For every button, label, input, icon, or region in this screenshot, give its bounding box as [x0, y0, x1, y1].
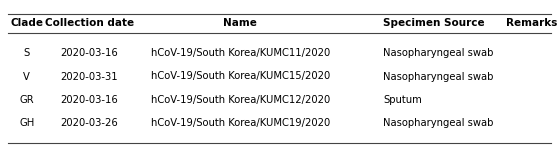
- Text: Nasopharyngeal swab: Nasopharyngeal swab: [383, 118, 493, 128]
- Text: V: V: [23, 72, 30, 81]
- Text: hCoV-19/South Korea/KUMC19/2020: hCoV-19/South Korea/KUMC19/2020: [151, 118, 330, 128]
- Text: 2020-03-16: 2020-03-16: [60, 48, 119, 58]
- Text: 2020-03-31: 2020-03-31: [60, 72, 119, 81]
- Text: GR: GR: [20, 95, 34, 105]
- Text: hCoV-19/South Korea/KUMC15/2020: hCoV-19/South Korea/KUMC15/2020: [151, 72, 330, 81]
- Text: 2020-03-16: 2020-03-16: [60, 95, 119, 105]
- Text: Specimen Source: Specimen Source: [383, 18, 485, 28]
- Text: 2020-03-26: 2020-03-26: [60, 118, 119, 128]
- Text: Collection date: Collection date: [45, 18, 134, 28]
- Text: hCoV-19/South Korea/KUMC12/2020: hCoV-19/South Korea/KUMC12/2020: [151, 95, 330, 105]
- Text: Nasopharyngeal swab: Nasopharyngeal swab: [383, 72, 493, 81]
- Text: S: S: [23, 48, 30, 58]
- Text: Remarks: Remarks: [506, 18, 557, 28]
- Text: Nasopharyngeal swab: Nasopharyngeal swab: [383, 48, 493, 58]
- Text: Sputum: Sputum: [383, 95, 421, 105]
- Text: GH: GH: [19, 118, 35, 128]
- Text: Clade: Clade: [10, 18, 44, 28]
- Text: hCoV-19/South Korea/KUMC11/2020: hCoV-19/South Korea/KUMC11/2020: [151, 48, 330, 58]
- Text: Name: Name: [224, 18, 257, 28]
